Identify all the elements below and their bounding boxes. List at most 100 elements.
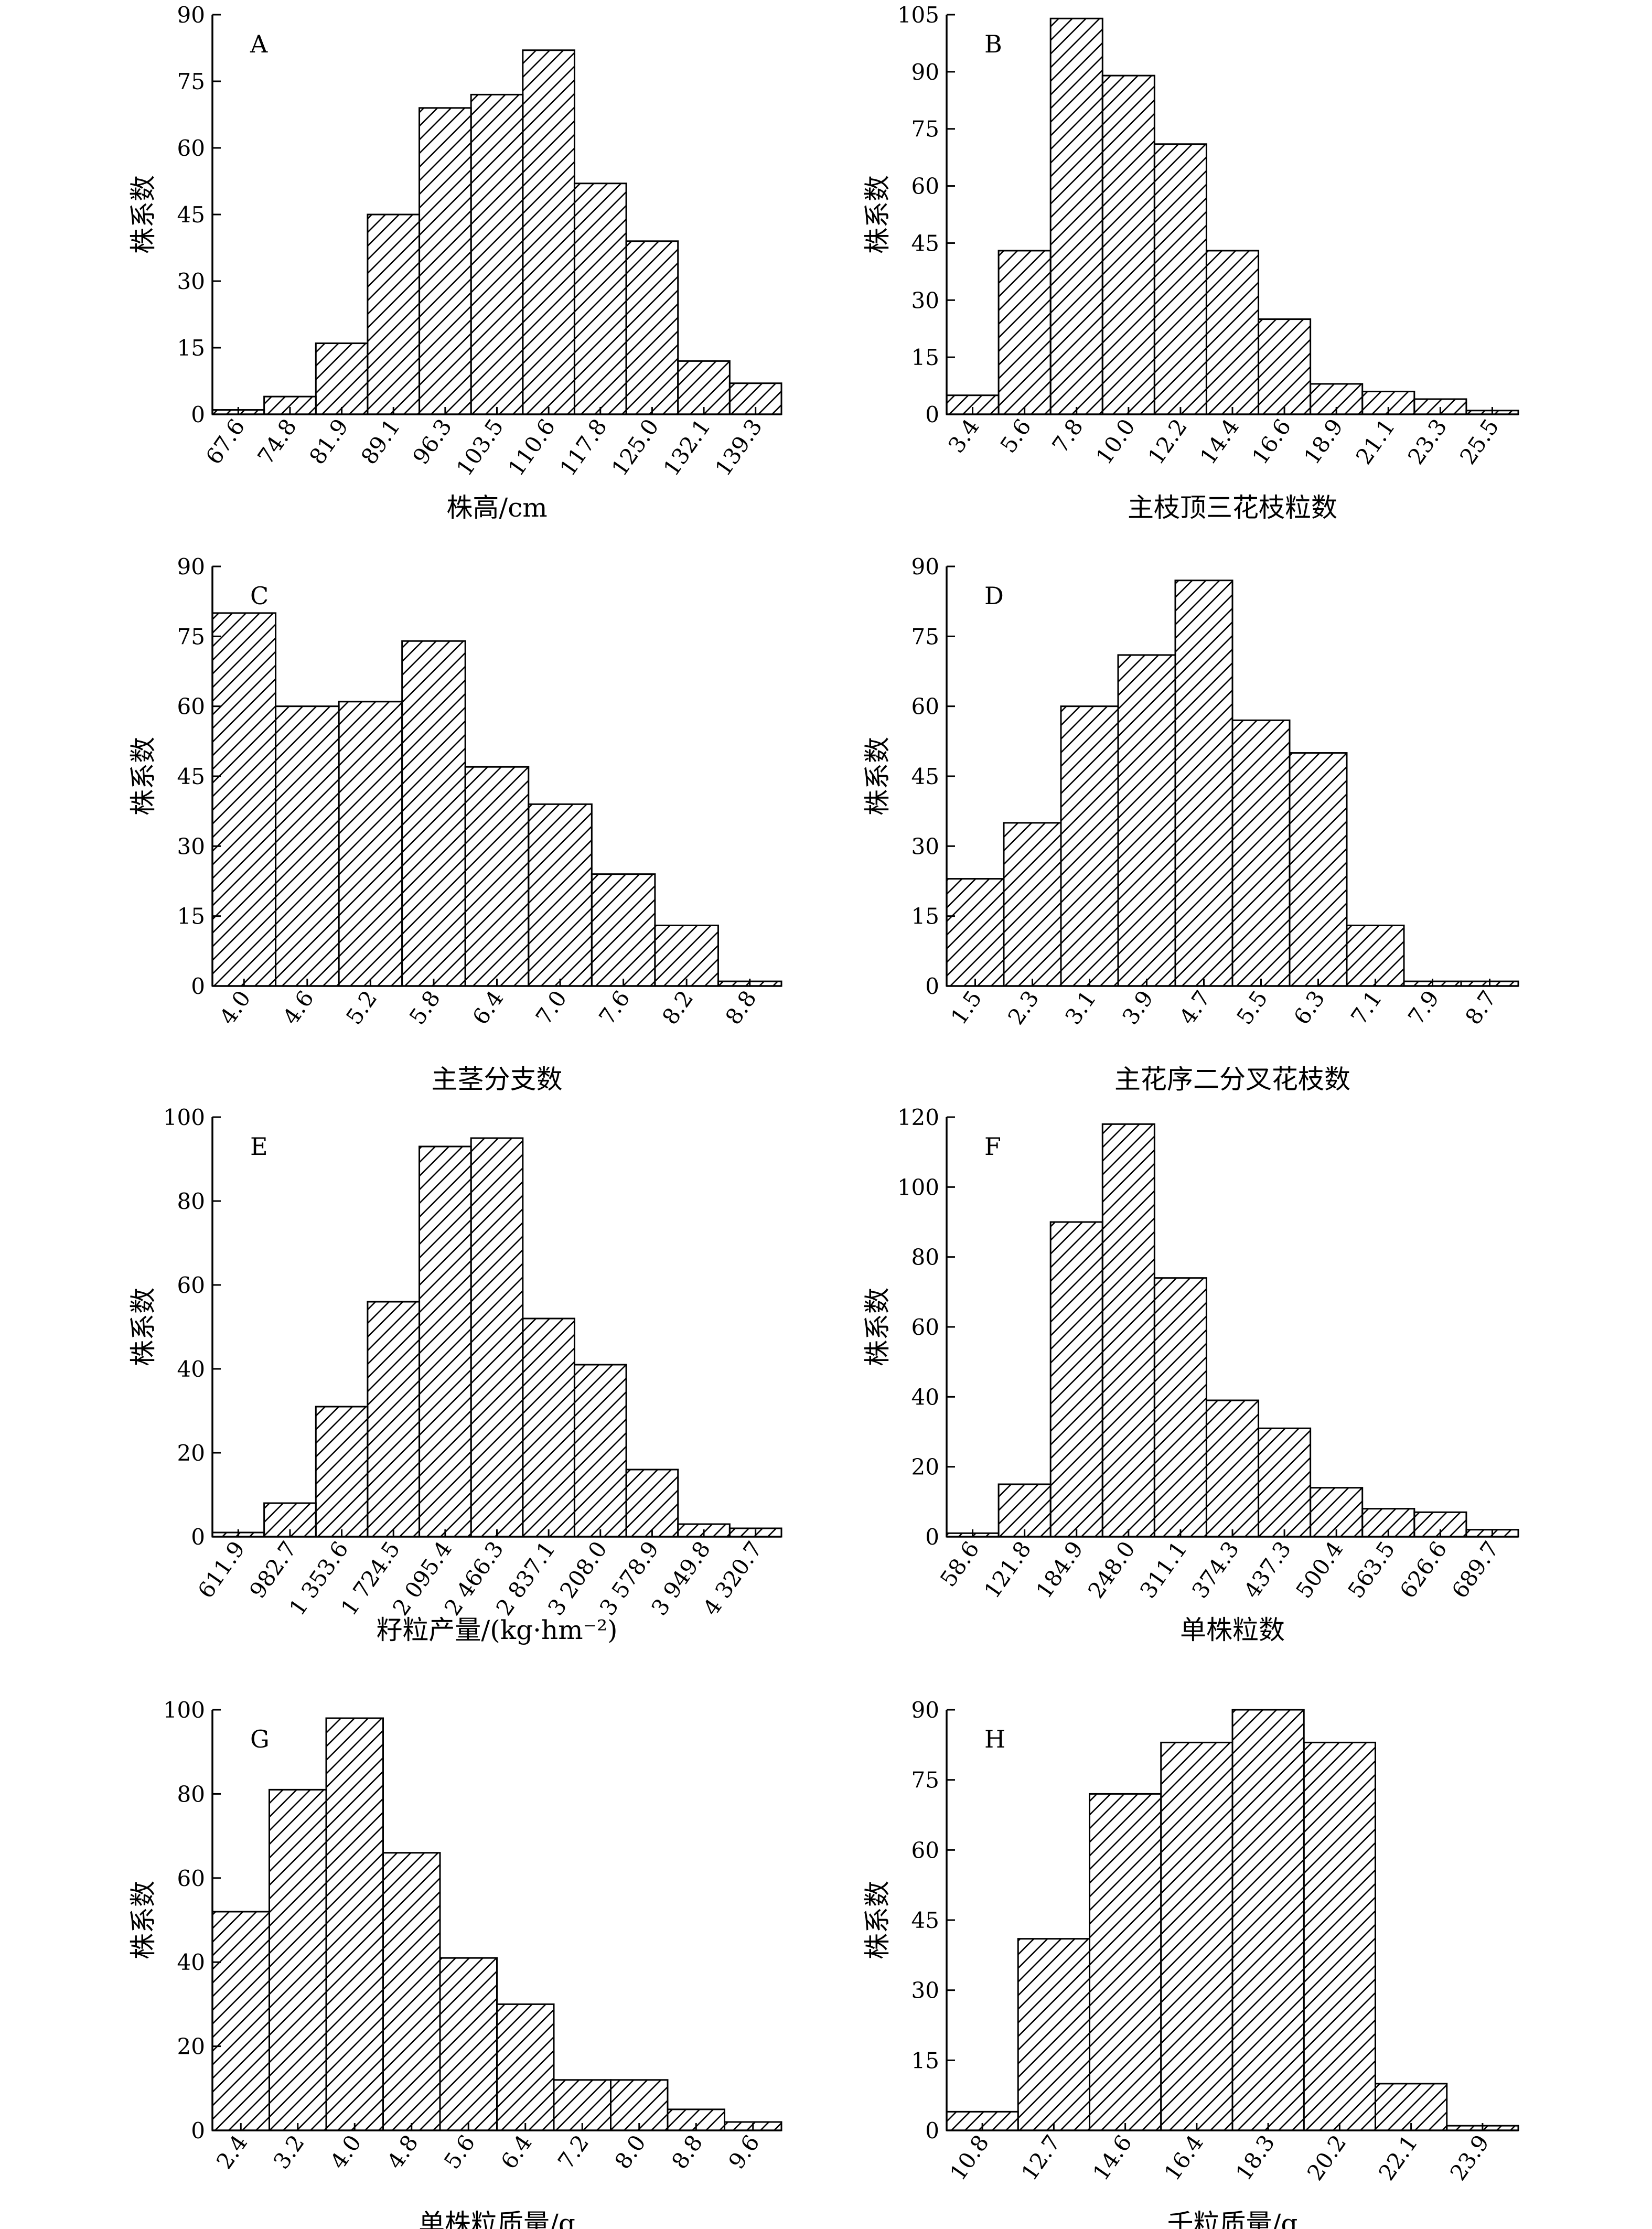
bar: [654, 924, 719, 987]
bar: [1310, 1487, 1364, 1538]
bar: [1003, 822, 1062, 987]
x-tick-label: 8.7: [1460, 986, 1501, 1030]
x-tick-label: 96.3: [407, 414, 457, 469]
x-tick-label: 626.6: [1394, 1537, 1452, 1603]
bar: [1017, 1938, 1090, 2131]
panel-label: C: [250, 582, 269, 610]
y-axis-title: 株系数: [128, 737, 158, 816]
bar: [496, 2003, 555, 2131]
x-tick-label: 6.3: [1289, 986, 1329, 1030]
y-tick-label: 90: [911, 59, 939, 85]
x-tick-label: 3.4: [943, 414, 984, 458]
bar: [1153, 143, 1207, 415]
y-tick-label: 80: [177, 1188, 205, 1214]
bar: [1049, 17, 1103, 415]
x-tick-label: 18.3: [1231, 2130, 1280, 2185]
y-tick-label: 45: [911, 764, 939, 789]
x-tick-label: 3.2: [268, 2130, 309, 2174]
x-axis-title: 单株粒数: [1180, 1615, 1285, 1645]
x-tick-label: 4.6: [278, 986, 319, 1030]
x-tick-label: 67.6: [201, 414, 250, 469]
y-tick-label: 105: [897, 2, 939, 28]
bar: [211, 612, 277, 987]
y-tick-label: 20: [177, 2034, 205, 2060]
x-tick-label: 4.0: [214, 986, 255, 1030]
panel-label: G: [250, 1725, 270, 1753]
y-tick-label: 30: [911, 287, 939, 313]
x-tick-label: 125.0: [606, 414, 663, 481]
bar: [1289, 752, 1348, 987]
bar: [1258, 318, 1312, 415]
bar: [625, 1469, 679, 1538]
x-tick-label: 5.6: [439, 2130, 480, 2174]
x-tick-label: 4.8: [382, 2130, 423, 2174]
x-tick-label: 7.2: [553, 2130, 594, 2174]
bar: [625, 240, 679, 415]
x-tick-label: 5.5: [1231, 986, 1272, 1030]
bar: [1160, 1741, 1233, 2131]
y-tick-label: 20: [177, 1440, 205, 1466]
x-tick-label: 7.0: [531, 986, 572, 1030]
y-tick-label: 75: [911, 116, 939, 142]
x-tick-label: 14.4: [1195, 414, 1244, 469]
y-tick-label: 15: [911, 904, 939, 929]
y-tick-label: 100: [163, 1105, 205, 1130]
x-tick-label: 12.7: [1016, 2130, 1066, 2185]
bar: [367, 213, 421, 415]
x-tick-label: 563.5: [1343, 1537, 1400, 1603]
x-tick-label: 22.1: [1374, 2130, 1423, 2185]
panel-label: E: [250, 1132, 268, 1161]
x-tick-label: 8.2: [657, 986, 698, 1030]
y-tick-label: 60: [177, 1272, 205, 1298]
y-tick-label: 60: [911, 174, 939, 199]
histogram-panel-g: 0 20 40 60 80 100 2.4 3.2 4.0 4.8 5.6 6.4 7.2 8.0 8.8 9…: [128, 1697, 782, 2229]
y-tick-label: 30: [911, 1978, 939, 2003]
x-axis-title: 主花序二分叉花枝数: [1114, 1064, 1350, 1095]
bar: [315, 342, 369, 415]
bar: [1101, 1123, 1155, 1538]
x-tick-label: 81.9: [304, 414, 353, 469]
y-tick-label: 30: [911, 833, 939, 859]
bar: [573, 1364, 627, 1538]
bar: [1060, 705, 1119, 987]
histogram-panel-d: 0 15 30 45 60 75 90 1.5 2.3 3.1 3.9 4.7 5.5 6.3 7.1 7.9…: [862, 554, 1519, 1095]
y-tick-label: 45: [911, 230, 939, 256]
x-tick-label: 9.6: [723, 2130, 764, 2174]
x-tick-label: 89.1: [356, 414, 405, 469]
x-tick-label: 5.6: [995, 414, 1036, 458]
x-tick-label: 8.8: [720, 986, 761, 1030]
panel-label: A: [250, 30, 268, 58]
y-axis-title: 株系数: [128, 175, 158, 254]
x-tick-label: 23.9: [1445, 2130, 1494, 2185]
x-tick-label: 14.6: [1088, 2130, 1137, 2185]
x-tick-label: 7.1: [1346, 986, 1387, 1030]
y-tick-label: 75: [911, 1767, 939, 1793]
y-axis-title: 株系数: [862, 1288, 893, 1366]
bar: [367, 1301, 421, 1538]
bar: [1089, 1793, 1162, 2131]
y-tick-label: 90: [177, 554, 205, 580]
x-tick-label: 117.8: [555, 414, 612, 481]
bar: [1205, 250, 1260, 415]
bar: [1346, 924, 1405, 987]
bar: [1231, 719, 1291, 987]
bar: [470, 1137, 524, 1538]
x-tick-label: 10.0: [1091, 414, 1140, 469]
bar: [269, 1788, 327, 2131]
x-axis-title: 株高/cm: [446, 492, 547, 523]
y-tick-label: 120: [897, 1105, 939, 1130]
x-tick-label: 500.4: [1291, 1537, 1348, 1603]
x-axis-title: 主茎分支数: [432, 1064, 563, 1095]
panel-label: B: [984, 30, 1002, 58]
y-tick-label: 100: [897, 1174, 939, 1200]
bar: [1205, 1399, 1260, 1538]
x-tick-label: 8.0: [609, 2130, 650, 2174]
y-tick-label: 15: [177, 335, 205, 361]
x-tick-label: 2.4: [211, 2130, 252, 2174]
y-tick-label: 80: [911, 1245, 939, 1270]
y-tick-label: 80: [177, 1781, 205, 1807]
x-tick-label: 8.8: [667, 2130, 707, 2174]
